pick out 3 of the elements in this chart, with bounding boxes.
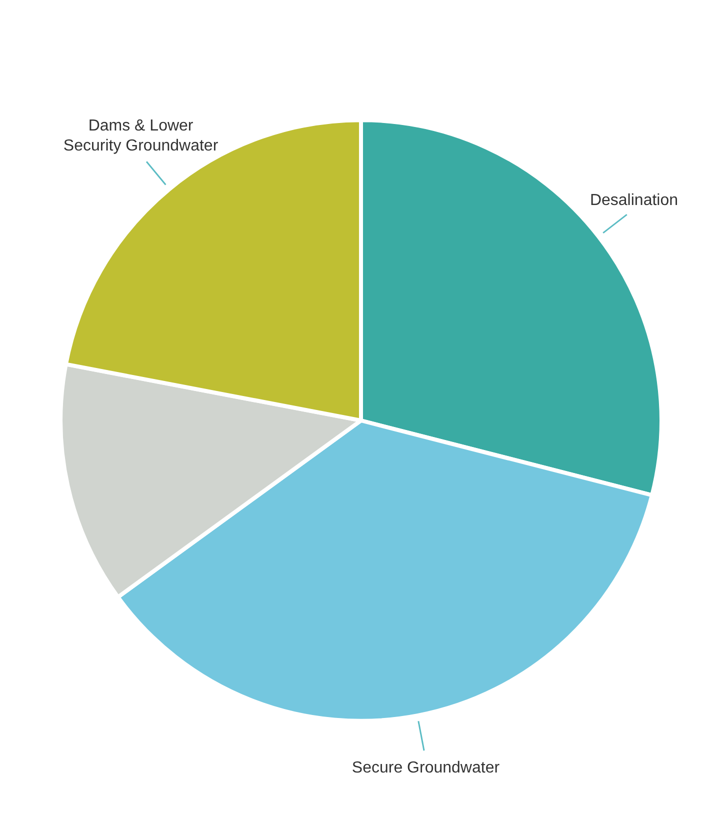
slice-label: Desalination [590, 192, 678, 210]
slice-label: Secure Groundwater [352, 759, 500, 776]
slice-label: Dams & Lower Security Groundwater [63, 117, 219, 155]
